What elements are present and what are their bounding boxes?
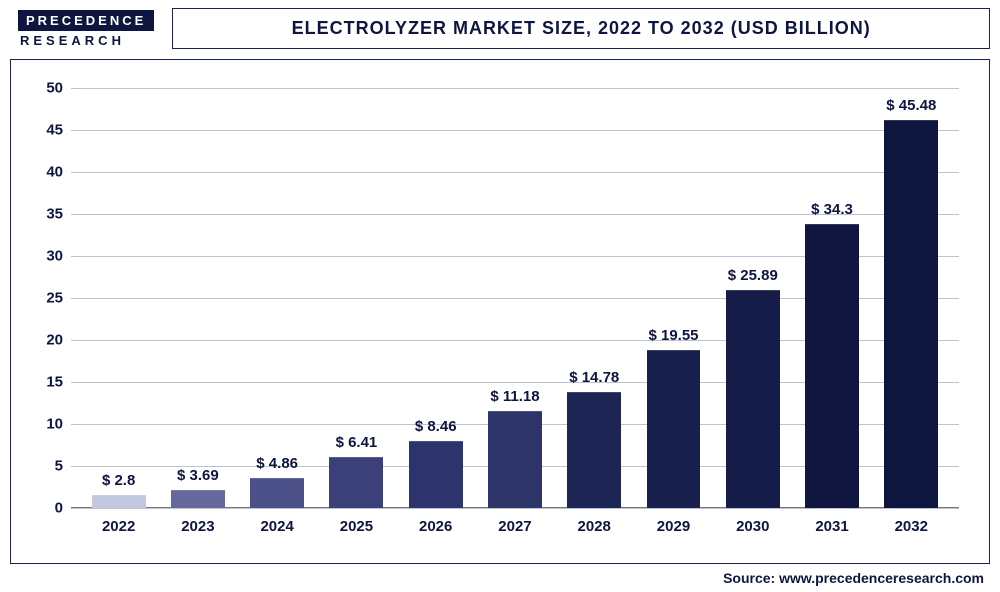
bar-group: $ 14.782028 xyxy=(555,88,634,508)
logo-top: PRECEDENCE xyxy=(18,10,154,31)
bar-value-label: $ 14.78 xyxy=(569,369,619,386)
plot-area: 05101520253035404550$ 2.82022$ 3.692023$… xyxy=(71,88,959,508)
y-tick-label: 25 xyxy=(21,290,71,307)
y-tick-label: 30 xyxy=(21,248,71,265)
bars: $ 2.82022$ 3.692023$ 4.862024$ 6.412025$… xyxy=(71,88,959,508)
bar-group: $ 3.692023 xyxy=(158,88,237,508)
x-tick-label: 2031 xyxy=(815,518,848,535)
bar-value-label: $ 11.18 xyxy=(490,388,539,405)
bar xyxy=(488,411,542,508)
bar-value-label: $ 6.41 xyxy=(336,434,378,451)
bar xyxy=(250,478,304,508)
bar-value-label: $ 3.69 xyxy=(177,467,219,484)
x-tick-label: 2022 xyxy=(102,518,135,535)
y-tick-label: 40 xyxy=(21,164,71,181)
chart-container: 05101520253035404550$ 2.82022$ 3.692023$… xyxy=(10,59,990,564)
y-tick-label: 45 xyxy=(21,122,71,139)
bar-value-label: $ 2.8 xyxy=(102,472,135,489)
y-tick-label: 10 xyxy=(21,416,71,433)
bar-group: $ 45.482032 xyxy=(872,88,951,508)
x-tick-label: 2027 xyxy=(498,518,531,535)
y-tick-label: 5 xyxy=(21,458,71,475)
y-tick-label: 0 xyxy=(21,500,71,517)
bar-value-label: $ 19.55 xyxy=(648,327,698,344)
logo-bottom: RESEARCH xyxy=(18,31,125,48)
bar xyxy=(567,392,621,508)
bar-value-label: $ 45.48 xyxy=(886,97,936,114)
gridline xyxy=(71,508,959,509)
source-attribution: Source: www.precedenceresearch.com xyxy=(10,570,990,586)
x-tick-label: 2024 xyxy=(260,518,293,535)
bar xyxy=(647,350,701,508)
bar xyxy=(884,120,938,508)
bar xyxy=(805,224,859,508)
y-tick-label: 15 xyxy=(21,374,71,391)
bar-group: $ 6.412025 xyxy=(317,88,396,508)
bar-value-label: $ 8.46 xyxy=(415,418,457,435)
bar xyxy=(92,495,146,508)
bar-group: $ 19.552029 xyxy=(634,88,713,508)
x-tick-label: 2023 xyxy=(181,518,214,535)
bar-value-label: $ 4.86 xyxy=(256,455,298,472)
x-tick-label: 2030 xyxy=(736,518,769,535)
bar xyxy=(171,490,225,508)
bar xyxy=(329,457,383,508)
bar-group: $ 4.862024 xyxy=(238,88,317,508)
x-tick-label: 2032 xyxy=(895,518,928,535)
y-tick-label: 20 xyxy=(21,332,71,349)
bar-group: $ 2.82022 xyxy=(79,88,158,508)
bar-group: $ 11.182027 xyxy=(475,88,554,508)
bar xyxy=(409,441,463,508)
bar-value-label: $ 34.3 xyxy=(811,201,853,218)
bar-group: $ 34.32031 xyxy=(792,88,871,508)
x-tick-label: 2025 xyxy=(340,518,373,535)
bar-value-label: $ 25.89 xyxy=(728,267,778,284)
bar-group: $ 8.462026 xyxy=(396,88,475,508)
header: PRECEDENCE RESEARCH ELECTROLYZER MARKET … xyxy=(10,8,990,49)
bar-group: $ 25.892030 xyxy=(713,88,792,508)
y-tick-label: 35 xyxy=(21,206,71,223)
x-tick-label: 2028 xyxy=(578,518,611,535)
logo: PRECEDENCE RESEARCH xyxy=(18,10,154,48)
x-tick-label: 2026 xyxy=(419,518,452,535)
chart-title: ELECTROLYZER MARKET SIZE, 2022 TO 2032 (… xyxy=(172,8,990,49)
y-tick-label: 50 xyxy=(21,80,71,97)
bar xyxy=(726,290,780,508)
x-tick-label: 2029 xyxy=(657,518,690,535)
